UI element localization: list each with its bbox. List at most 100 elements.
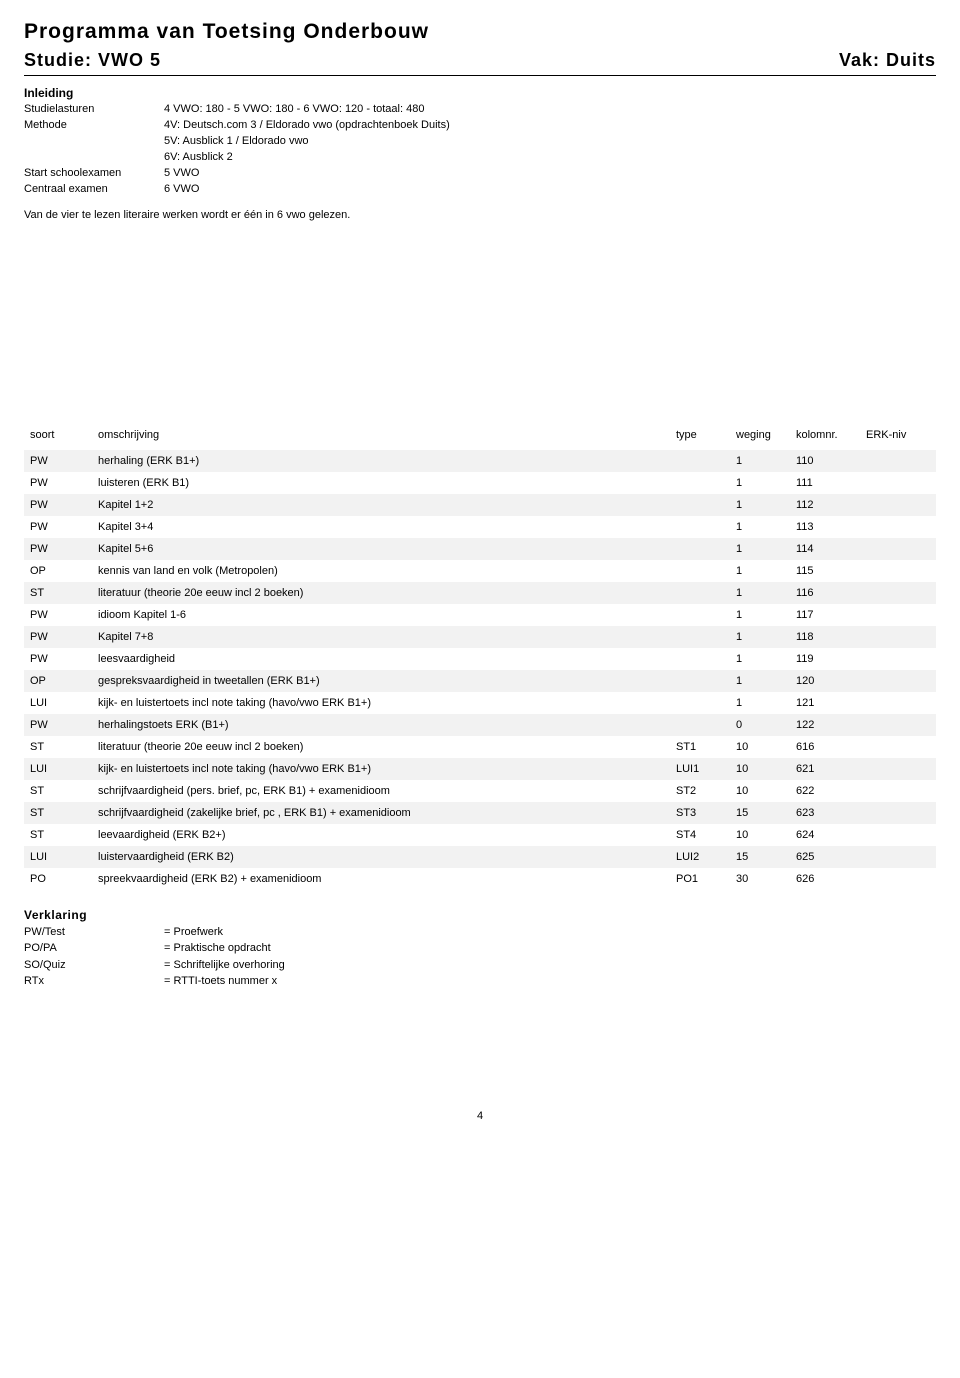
td-soort: PW	[24, 719, 94, 731]
td-kolomnr: 111	[796, 477, 866, 489]
start-schoolexamen-value: 5 VWO	[164, 166, 936, 182]
verklaring-item-value: = Proefwerk	[164, 924, 223, 941]
td-kolomnr: 623	[796, 807, 866, 819]
td-kolomnr: 114	[796, 543, 866, 555]
td-weging: 1	[736, 499, 796, 511]
th-erk-niv: ERK-niv	[866, 429, 936, 441]
td-type: ST1	[676, 741, 736, 753]
table-row: LUIluistervaardigheid (ERK B2)LUI215625	[24, 846, 936, 868]
verklaring-item: PW/Test= Proefwerk	[24, 924, 936, 941]
td-soort: ST	[24, 785, 94, 797]
td-soort: LUI	[24, 697, 94, 709]
td-weging: 1	[736, 697, 796, 709]
table-row: STschrijfvaardigheid (zakelijke brief, p…	[24, 802, 936, 824]
centraal-examen-label: Centraal examen	[24, 182, 164, 198]
td-kolomnr: 624	[796, 829, 866, 841]
td-soort: PW	[24, 653, 94, 665]
td-weging: 10	[736, 741, 796, 753]
verklaring-item-value: = Schriftelijke overhoring	[164, 957, 285, 974]
td-omschrijving: spreekvaardigheid (ERK B2) + examenidioo…	[94, 873, 676, 885]
table-row: LUIkijk- en luistertoets incl note takin…	[24, 692, 936, 714]
td-kolomnr: 116	[796, 587, 866, 599]
td-soort: PW	[24, 477, 94, 489]
td-omschrijving: herhalingstoets ERK (B1+)	[94, 719, 676, 731]
inleiding-heading: Inleiding	[24, 86, 936, 100]
td-omschrijving: herhaling (ERK B1+)	[94, 455, 676, 467]
td-omschrijving: gespreksvaardigheid in tweetallen (ERK B…	[94, 675, 676, 687]
td-kolomnr: 117	[796, 609, 866, 621]
td-omschrijving: Kapitel 1+2	[94, 499, 676, 511]
verklaring-item-label: SO/Quiz	[24, 957, 164, 974]
td-soort: PW	[24, 455, 94, 467]
td-kolomnr: 119	[796, 653, 866, 665]
td-soort: PO	[24, 873, 94, 885]
td-omschrijving: schrijfvaardigheid (pers. brief, pc, ERK…	[94, 785, 676, 797]
td-kolomnr: 121	[796, 697, 866, 709]
td-type: ST3	[676, 807, 736, 819]
verklaring-item: PO/PA= Praktische opdracht	[24, 940, 936, 957]
studielasturen-value: 4 VWO: 180 - 5 VWO: 180 - 6 VWO: 120 - t…	[164, 102, 936, 118]
td-kolomnr: 621	[796, 763, 866, 775]
td-weging: 10	[736, 763, 796, 775]
table-row: LUIkijk- en luistertoets incl note takin…	[24, 758, 936, 780]
td-kolomnr: 626	[796, 873, 866, 885]
td-kolomnr: 122	[796, 719, 866, 731]
verklaring-list: PW/Test= ProefwerkPO/PA= Praktische opdr…	[24, 924, 936, 990]
methode-label: Methode	[24, 118, 164, 134]
th-kolomnr: kolomnr.	[796, 429, 866, 441]
td-weging: 1	[736, 587, 796, 599]
studie-label: Studie: VWO 5	[24, 50, 161, 71]
table-row: OPkennis van land en volk (Metropolen)11…	[24, 560, 936, 582]
td-kolomnr: 118	[796, 631, 866, 643]
verklaring-item-label: PO/PA	[24, 940, 164, 957]
td-weging: 1	[736, 521, 796, 533]
methode-line-2: 6V: Ausblick 2	[164, 150, 936, 166]
td-weging: 1	[736, 477, 796, 489]
table-row: PWKapitel 7+81118	[24, 626, 936, 648]
td-weging: 0	[736, 719, 796, 731]
verklaring-item-value: = Praktische opdracht	[164, 940, 271, 957]
td-type: LUI1	[676, 763, 736, 775]
table-row: STliteratuur (theorie 20e eeuw incl 2 bo…	[24, 736, 936, 758]
page-number: 4	[24, 1110, 936, 1122]
td-soort: PW	[24, 543, 94, 555]
td-kolomnr: 616	[796, 741, 866, 753]
verklaring-block: Verklaring PW/Test= ProefwerkPO/PA= Prak…	[24, 908, 936, 990]
td-omschrijving: luisteren (ERK B1)	[94, 477, 676, 489]
table-row: STliteratuur (theorie 20e eeuw incl 2 bo…	[24, 582, 936, 604]
th-omschrijving: omschrijving	[94, 429, 676, 441]
table-row: PWKapitel 5+61114	[24, 538, 936, 560]
subheader-row: Studie: VWO 5 Vak: Duits	[24, 50, 936, 76]
table-row: PWKapitel 1+21112	[24, 494, 936, 516]
table-row: PWKapitel 3+41113	[24, 516, 936, 538]
verklaring-item: RTx= RTTI-toets nummer x	[24, 973, 936, 990]
table-row: STleevaardigheid (ERK B2+)ST410624	[24, 824, 936, 846]
td-omschrijving: leevaardigheid (ERK B2+)	[94, 829, 676, 841]
td-weging: 1	[736, 609, 796, 621]
td-weging: 1	[736, 653, 796, 665]
td-weging: 1	[736, 543, 796, 555]
assessment-table: soort omschrijving type weging kolomnr. …	[24, 424, 936, 890]
td-omschrijving: kijk- en luistertoets incl note taking (…	[94, 763, 676, 775]
td-weging: 1	[736, 675, 796, 687]
centraal-examen-value: 6 VWO	[164, 182, 936, 198]
td-weging: 1	[736, 631, 796, 643]
verklaring-heading: Verklaring	[24, 908, 936, 922]
td-type: LUI2	[676, 851, 736, 863]
td-omschrijving: kijk- en luistertoets incl note taking (…	[94, 697, 676, 709]
start-schoolexamen-label: Start schoolexamen	[24, 166, 164, 182]
td-weging: 30	[736, 873, 796, 885]
td-soort: PW	[24, 521, 94, 533]
studielasturen-label: Studielasturen	[24, 102, 164, 118]
td-omschrijving: literatuur (theorie 20e eeuw incl 2 boek…	[94, 741, 676, 753]
td-type: ST4	[676, 829, 736, 841]
page-title: Programma van Toetsing Onderbouw	[24, 20, 936, 44]
td-omschrijving: kennis van land en volk (Metropolen)	[94, 565, 676, 577]
td-omschrijving: schrijfvaardigheid (zakelijke brief, pc …	[94, 807, 676, 819]
th-weging: weging	[736, 429, 796, 441]
methode-line-0: 4V: Deutsch.com 3 / Eldorado vwo (opdrac…	[164, 118, 936, 134]
td-kolomnr: 625	[796, 851, 866, 863]
table-row: OPgespreksvaardigheid in tweetallen (ERK…	[24, 670, 936, 692]
td-soort: LUI	[24, 763, 94, 775]
td-soort: ST	[24, 829, 94, 841]
